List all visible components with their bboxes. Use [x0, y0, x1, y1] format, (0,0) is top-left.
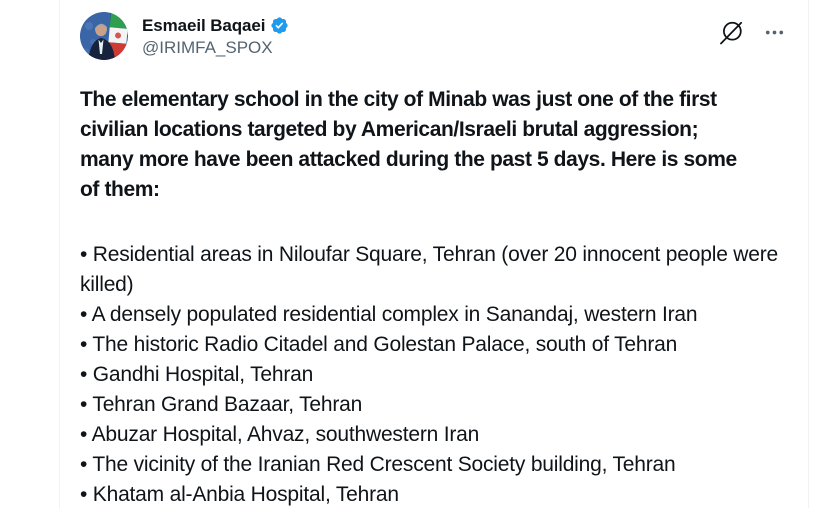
tweet-text-line: civilian locations targeted by American/…: [80, 118, 699, 141]
grok-button[interactable]: [718, 19, 745, 46]
tweet-bullet-item: • The vicinity of the Iranian Red Cresce…: [80, 453, 676, 476]
more-button[interactable]: [761, 19, 788, 46]
tweet-lead-paragraph: The elementary school in the city of Min…: [80, 85, 788, 205]
tweet-bullet-item: • Residential areas in Niloufar Square, …: [80, 243, 779, 296]
more-icon: [761, 19, 788, 46]
tweet-header: Esmaeil Baqaei @IRIMFA_SPOX: [80, 12, 788, 60]
tweet-text-line: many more have been attacked during the …: [80, 148, 737, 171]
author-handle[interactable]: @IRIMFA_SPOX: [142, 37, 273, 57]
tweet-text-line: of them:: [80, 178, 160, 201]
tweet-bullet-item: • Tehran Grand Bazaar, Tehran: [80, 393, 363, 416]
tweet-body: The elementary school in the city of Min…: [80, 85, 788, 508]
tweet-bullet-item: • Gandhi Hospital, Tehran: [80, 363, 314, 386]
tweet-bullet-item: • Khatam al-Anbia Hospital, Tehran: [80, 483, 399, 506]
author-block: Esmaeil Baqaei @IRIMFA_SPOX: [142, 12, 289, 60]
tweet-bullet-item: • The historic Radio Citadel and Golesta…: [80, 333, 678, 356]
grok-icon: [718, 19, 745, 46]
avatar[interactable]: [80, 12, 128, 60]
verified-badge-icon: [270, 16, 289, 35]
tweet-bullet-item: • Abuzar Hospital, Ahvaz, southwestern I…: [80, 423, 480, 446]
tweet-bullet-item: • A densely populated residential comple…: [80, 303, 698, 326]
author-name-row[interactable]: Esmaeil Baqaei: [142, 15, 289, 37]
header-actions: [718, 12, 788, 46]
tweet-text-line: The elementary school in the city of Min…: [80, 88, 717, 111]
author-name: Esmaeil Baqaei: [142, 15, 266, 35]
tweet-column: Esmaeil Baqaei @IRIMFA_SPOX: [59, 0, 809, 508]
tweet-bullet-list: • Residential areas in Niloufar Square, …: [80, 240, 788, 508]
avatar-image: [80, 12, 128, 60]
